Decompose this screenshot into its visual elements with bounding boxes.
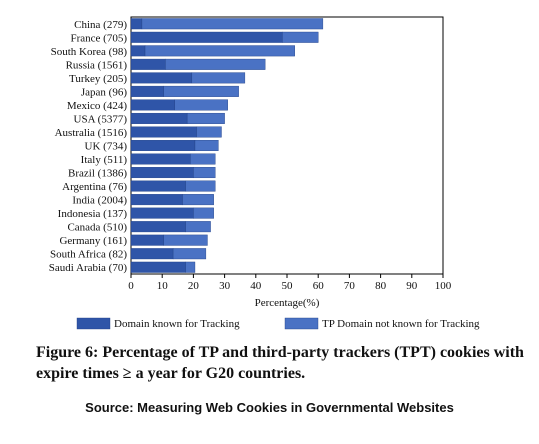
x-tick-label: 100 (435, 280, 452, 292)
category-label: Saudi Arabia (70) (49, 262, 128, 274)
x-tick-label: 0 (128, 280, 134, 292)
bar-known-tracking (130, 126, 197, 138)
bar-known-tracking (130, 140, 196, 151)
bar-known-tracking (130, 58, 166, 70)
bar-not-known-tracking (282, 31, 319, 43)
x-tick-label: 20 (188, 280, 200, 292)
x-tick-label: 10 (157, 280, 169, 292)
x-tick-label: 50 (282, 280, 294, 292)
legend-label: TP Domain not known for Tracking (322, 318, 480, 330)
figure-caption: Figure 6: Percentage of TP and third-par… (36, 344, 524, 382)
bar-not-known-tracking (194, 140, 219, 151)
category-label: Turkey (205) (69, 73, 127, 85)
category-label: Italy (511) (81, 154, 128, 166)
bar-not-known-tracking (163, 85, 239, 97)
plot-area: China (279)France (705) South Korea (98)R… (49, 16, 452, 309)
bar-not-known-tracking (174, 99, 228, 111)
bar-known-tracking (130, 167, 194, 179)
bar-not-known-tracking (193, 207, 214, 219)
bar-not-known-tracking (172, 248, 207, 260)
category-label: Canada (510) (67, 222, 127, 234)
x-tick-label: 90 (406, 280, 418, 292)
bar-not-known-tracking (196, 126, 222, 138)
x-tick-label: 40 (250, 280, 262, 292)
category-label: Russia (1561) (66, 59, 128, 71)
category-label: India (2004) (72, 195, 127, 207)
bar-known-tracking (130, 194, 183, 206)
category-label: Mexico (424) (67, 100, 128, 112)
bar-not-known-tracking (193, 167, 216, 179)
bar-not-known-tracking (190, 153, 216, 165)
bar-known-tracking (130, 261, 186, 273)
category-label: France (705) (70, 32, 127, 44)
legend: Domain known for Tracking TP Domain not k… (76, 317, 480, 330)
category-label: USA (5377) (74, 113, 128, 125)
bar-not-known-tracking (163, 234, 208, 246)
bar-known-tracking (130, 72, 193, 84)
x-tick-label: 30 (219, 280, 231, 292)
category-label: South Africa (82) (50, 249, 127, 261)
bar-known-tracking (130, 45, 146, 57)
category-label: Japan (96) (81, 86, 127, 98)
bar-known-tracking (130, 99, 175, 111)
bar-known-tracking (130, 234, 164, 246)
category-label: Brazil (1386) (68, 168, 127, 180)
legend-label: Domain known for Tracking (114, 318, 240, 330)
bar-known-tracking (130, 85, 164, 97)
legend-swatch-known-tracking (76, 317, 111, 330)
category-label: China (279) (74, 19, 127, 31)
bar-not-known-tracking (182, 194, 214, 206)
category-label: Indonesia (137) (58, 208, 128, 220)
source-line: Source: Measuring Web Cookies in Governm… (85, 400, 454, 415)
category-label: Germany (161) (59, 235, 127, 247)
bar-not-known-tracking (165, 58, 266, 70)
legend-swatch-not-known-tracking (284, 317, 319, 330)
category-label: South Korea (98) (51, 46, 128, 58)
x-tick-label: 80 (375, 280, 387, 292)
bar-known-tracking (130, 221, 186, 233)
bar-known-tracking (130, 18, 143, 30)
bar-known-tracking (130, 207, 194, 219)
x-axis-title: Percentage(%) (255, 297, 320, 309)
category-label: Australia (1516) (55, 127, 128, 139)
category-label: UK (734) (85, 141, 128, 153)
bar-not-known-tracking (185, 261, 196, 273)
bar-known-tracking (130, 112, 188, 124)
bar-not-known-tracking (185, 221, 211, 233)
bar-known-tracking (130, 31, 283, 43)
x-tick-label: 70 (344, 280, 356, 292)
bar-known-tracking (130, 248, 174, 260)
bar-not-known-tracking (185, 180, 216, 192)
x-tick-label: 60 (313, 280, 325, 292)
bar-known-tracking (130, 180, 186, 192)
bar-not-known-tracking (191, 72, 246, 84)
bar-not-known-tracking (141, 18, 324, 30)
category-label: Argentina (76) (62, 181, 127, 193)
bar-not-known-tracking (186, 112, 225, 124)
bar-not-known-tracking (144, 45, 295, 57)
chart-svg: China (279)France (705) South Korea (98)R… (49, 16, 480, 330)
bar-known-tracking (130, 153, 191, 165)
